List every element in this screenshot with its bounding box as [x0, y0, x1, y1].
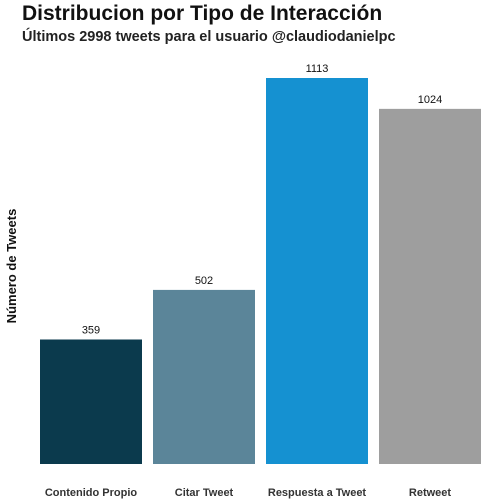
x-tick-respuesta-a-tweet: Respuesta a Tweet: [268, 487, 367, 499]
bar-retweet: [379, 108, 481, 465]
bars-group: [40, 78, 481, 465]
x-tick-labels-group: Contenido Propio Citar Tweet Respuesta a T…: [45, 487, 452, 499]
bar-contenido-propio: [40, 339, 142, 464]
y-axis-label: Número de Tweets: [4, 209, 19, 324]
x-tick-contenido-propio: Contenido Propio: [45, 487, 138, 499]
data-label-contenido-propio: 359: [82, 324, 100, 336]
data-label-respuesta-a-tweet: 1113: [306, 63, 329, 75]
data-label-retweet: 1024: [418, 94, 442, 106]
data-label-citar-tweet: 502: [195, 275, 213, 287]
x-tick-retweet: Retweet: [409, 487, 452, 499]
bar-citar-tweet: [153, 289, 255, 464]
bar-respuesta-a-tweet: [266, 78, 368, 464]
x-tick-citar-tweet: Citar Tweet: [175, 487, 234, 499]
chart-subtitle: Últimos 2998 tweets para el usuario @cla…: [22, 29, 396, 45]
chart-title: Distribucion por Tipo de Interacción: [22, 2, 383, 25]
data-labels-group: 359 502 1113 1024: [82, 63, 442, 336]
